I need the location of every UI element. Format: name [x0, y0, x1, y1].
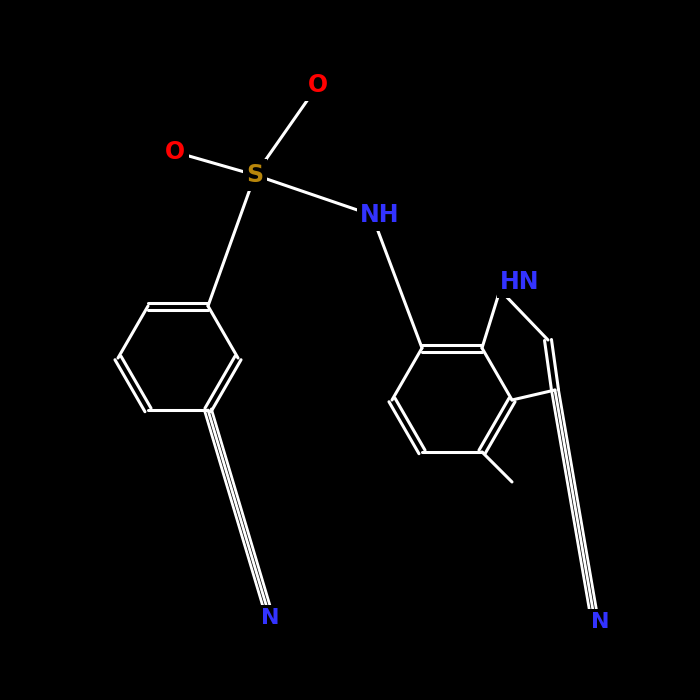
Text: S: S	[246, 163, 264, 187]
Text: O: O	[165, 140, 185, 164]
Text: N: N	[260, 608, 279, 628]
Text: HN: HN	[500, 270, 540, 294]
Text: N: N	[591, 612, 609, 632]
Text: O: O	[308, 73, 328, 97]
Text: NH: NH	[360, 203, 400, 227]
